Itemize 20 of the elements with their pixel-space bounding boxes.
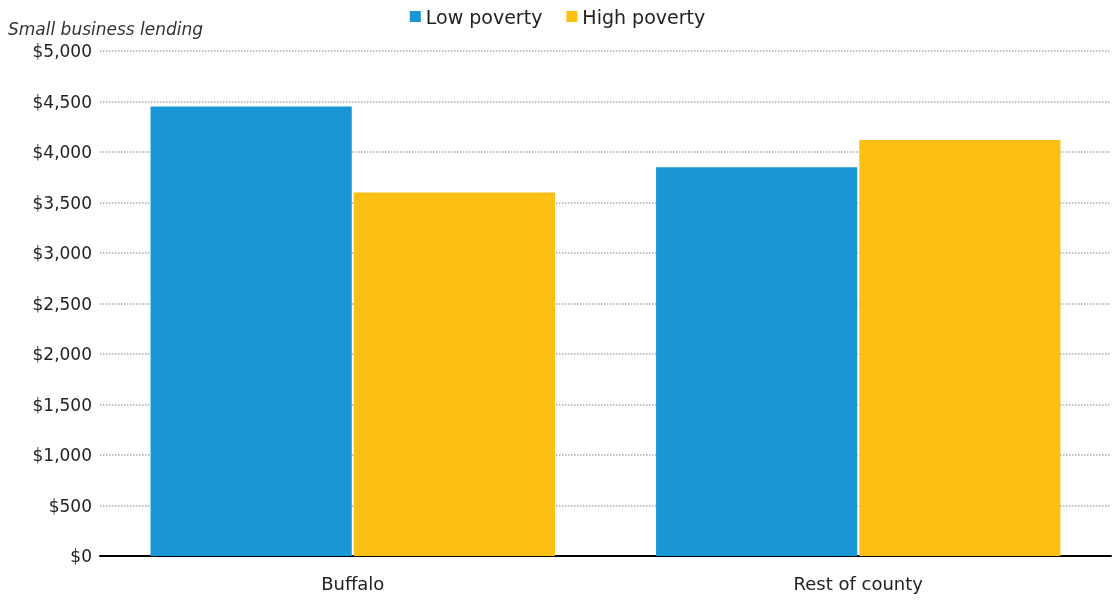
- x-tick-label: Buffalo: [321, 572, 385, 594]
- y-tick-label: $2,500: [32, 293, 92, 314]
- y-tick-label: $1,000: [32, 445, 92, 465]
- y-tick-label: $500: [48, 495, 92, 516]
- y-tick-label: $1,500: [32, 394, 92, 415]
- y-tick-label: $5,000: [32, 41, 92, 61]
- y-tick-label: $3,500: [32, 192, 92, 213]
- bar: [150, 106, 352, 556]
- legend-label: High poverty: [582, 5, 706, 28]
- y-tick-label: $4,500: [32, 91, 92, 112]
- y-tick-label: $3,000: [32, 243, 92, 263]
- y-axis-title: Small business lending: [8, 18, 204, 39]
- bar: [656, 167, 858, 556]
- bar: [353, 192, 555, 556]
- y-tick-label: $2,000: [32, 344, 92, 364]
- y-tick-label: $0: [70, 546, 92, 566]
- y-tick-label: $4,000: [32, 142, 92, 162]
- legend-label: Low poverty: [425, 5, 543, 28]
- bar: [859, 139, 1061, 556]
- x-tick-label: Rest of county: [793, 572, 924, 594]
